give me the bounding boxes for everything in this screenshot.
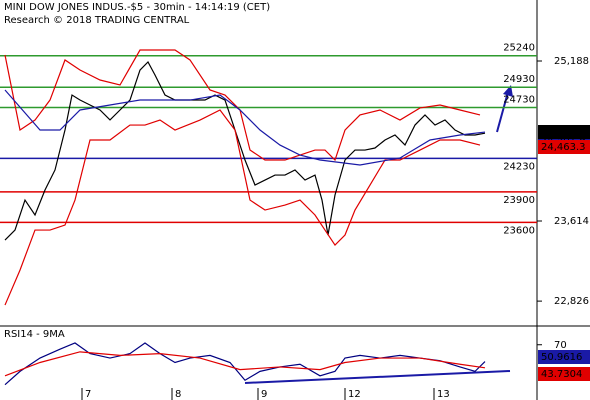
rsi-value-label: 50.9616	[541, 352, 582, 363]
last-value-box	[538, 140, 590, 154]
series-line	[4, 342, 486, 386]
x-tick-label: 12	[348, 389, 361, 400]
rsi-value-label: 43.7304	[541, 369, 582, 380]
level-label: 23600	[503, 225, 535, 236]
level-label: 24730	[503, 95, 535, 106]
x-tick-label: 7	[85, 389, 91, 400]
last-value-label: 24,478	[541, 127, 576, 138]
rsi-trendline	[244, 370, 511, 384]
rsi-value-box	[538, 350, 590, 364]
chart-title: MINI DOW JONES INDUS.-$5 - 30min - 14:14…	[4, 2, 270, 13]
rsi-title: RSI14 - 9MA	[4, 329, 65, 340]
last-value-label: 24,463.3	[541, 142, 586, 153]
level-label: 23900	[503, 195, 535, 206]
rsi-value-box	[538, 367, 590, 381]
rsi-tick-label: 70	[554, 340, 567, 351]
chart-subtitle: Research © 2018 TRADING CENTRAL	[4, 15, 190, 26]
series-line	[4, 61, 486, 241]
level-label: 24930	[503, 74, 535, 85]
y-tick-label: 22,826	[554, 296, 589, 307]
level-label: 25240	[503, 43, 535, 54]
x-tick-label: 8	[175, 389, 181, 400]
arrow-head	[503, 85, 513, 97]
series-line	[4, 89, 486, 166]
trend-arrow	[496, 91, 509, 133]
y-tick-label: 23,614	[554, 216, 589, 227]
x-tick-label: 9	[261, 389, 267, 400]
y-tick-label: 25,188	[554, 56, 589, 67]
last-value-box	[538, 125, 590, 139]
level-label: 24230	[503, 161, 535, 172]
x-tick-label: 13	[437, 389, 450, 400]
series-line	[4, 49, 481, 162]
series-line	[4, 351, 486, 377]
